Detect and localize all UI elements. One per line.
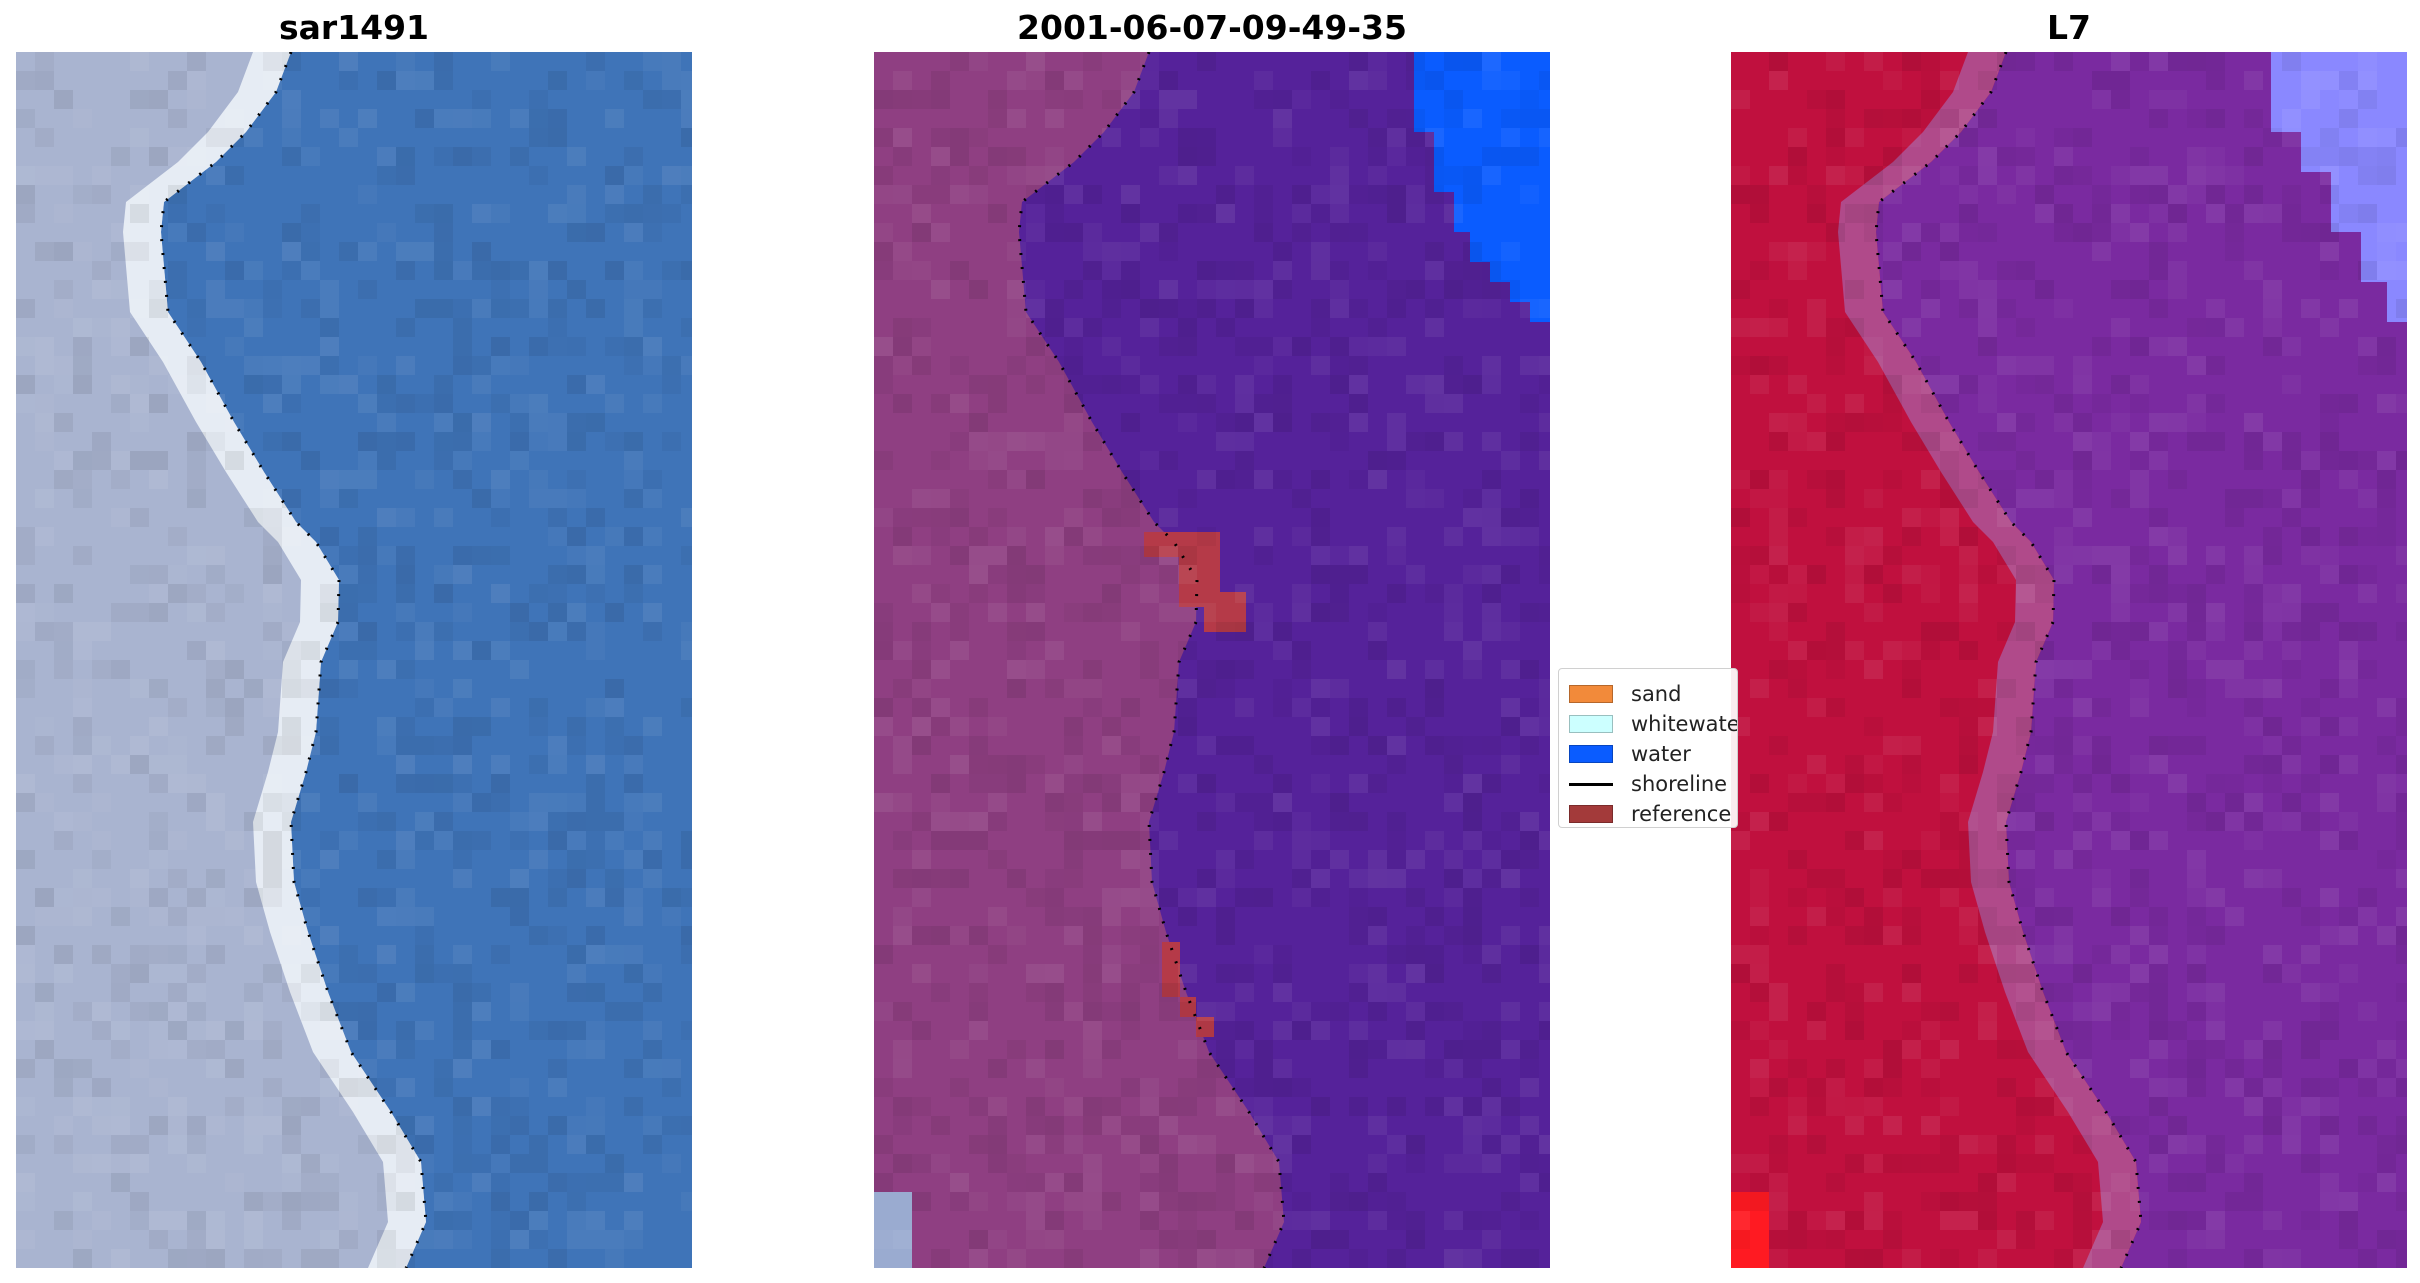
false-color-red-pixel [1731, 1192, 1769, 1268]
image-panel-rgb [16, 52, 692, 1268]
classified-image [874, 52, 1550, 1268]
false-color-land [1731, 52, 2141, 1268]
false-color-corner [2271, 52, 2407, 322]
shoreline-dots [1017, 52, 1286, 1268]
false-color-image [1731, 52, 2407, 1268]
panel-title-classified: 2001-06-07-09-49-35 [1017, 8, 1407, 47]
legend-label-shoreline: shoreline [1631, 772, 1728, 796]
whitewater-swatch [1569, 715, 1613, 733]
legend-label-reference: reference [1631, 802, 1732, 826]
image-panel-false-color [1731, 52, 2407, 1268]
shoreline-swatch [1569, 782, 1613, 786]
shoreline-dots [1874, 52, 2143, 1268]
legend-item-water: water [1569, 739, 1737, 769]
rgb-land [16, 52, 426, 1268]
rgb-surf-band [123, 52, 426, 1268]
false-color-pixel-texture [1731, 52, 2407, 1268]
false-color-shore-band [1838, 52, 2141, 1268]
panel-title-false-color: L7 [2047, 8, 2091, 47]
rgb-image [16, 52, 692, 1268]
legend-label-whitewater: whitewater [1631, 712, 1738, 736]
rgb-pixel-texture [16, 52, 692, 1268]
classified-land [874, 52, 1284, 1268]
water-swatch [1569, 745, 1613, 763]
legend-item-sand: sand [1569, 679, 1737, 709]
classified-water-corner [1414, 52, 1550, 322]
classified-corner-pixel [874, 1192, 912, 1268]
classified-pixel-texture [874, 52, 1550, 1268]
shoreline-dots [159, 52, 428, 1268]
image-panel-classified [874, 52, 1550, 1268]
legend: sand whitewater water shoreline referenc… [1558, 668, 1738, 828]
reference-patch-lower [1162, 942, 1214, 1037]
legend-item-reference: reference [1569, 799, 1737, 827]
sand-swatch [1569, 685, 1613, 703]
legend-label-water: water [1631, 742, 1691, 766]
legend-label-sand: sand [1631, 682, 1682, 706]
reference-swatch [1569, 805, 1613, 823]
panel-title-rgb: sar1491 [278, 8, 430, 47]
legend-item-whitewater: whitewater [1569, 709, 1737, 739]
legend-item-shoreline: shoreline [1569, 769, 1737, 799]
reference-patch-upper [1144, 532, 1246, 632]
